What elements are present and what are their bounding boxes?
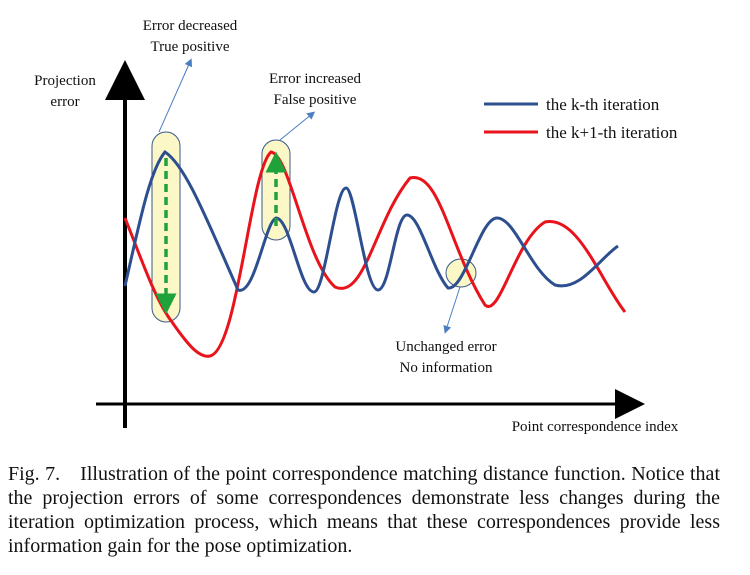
legend-label-k: the k-th iteration: [546, 95, 660, 114]
annotation-unchanged-line2: No information: [400, 360, 493, 376]
series-k1-curve: [123, 150, 627, 358]
annotation-decreased-line2: True positive: [150, 39, 229, 55]
y-axis-label-line2: error: [50, 94, 79, 110]
pointer-true-positive: [158, 58, 193, 133]
legend: the k-th iteration the k+1-th iteration: [484, 95, 678, 142]
pointer-unchanged: [443, 286, 461, 334]
series-k-curve: [123, 150, 619, 294]
annotation-increased-line1: Error increased: [269, 71, 362, 87]
legend-label-k1: the k+1-th iteration: [546, 123, 678, 142]
annotation-decreased-line1: Error decreased: [143, 18, 238, 34]
figure-caption: Fig. 7. Illustration of the point corres…: [8, 463, 720, 557]
x-axis-label: Point correspondence index: [512, 419, 679, 435]
illustration-diagram: Error decreased True positive Error incr…: [34, 18, 679, 435]
annotation-unchanged-line1: Unchanged error: [395, 339, 496, 355]
y-axis-label-line1: Projection: [34, 73, 96, 89]
pointer-false-positive: [279, 111, 316, 141]
annotation-increased-line2: False positive: [274, 92, 357, 108]
